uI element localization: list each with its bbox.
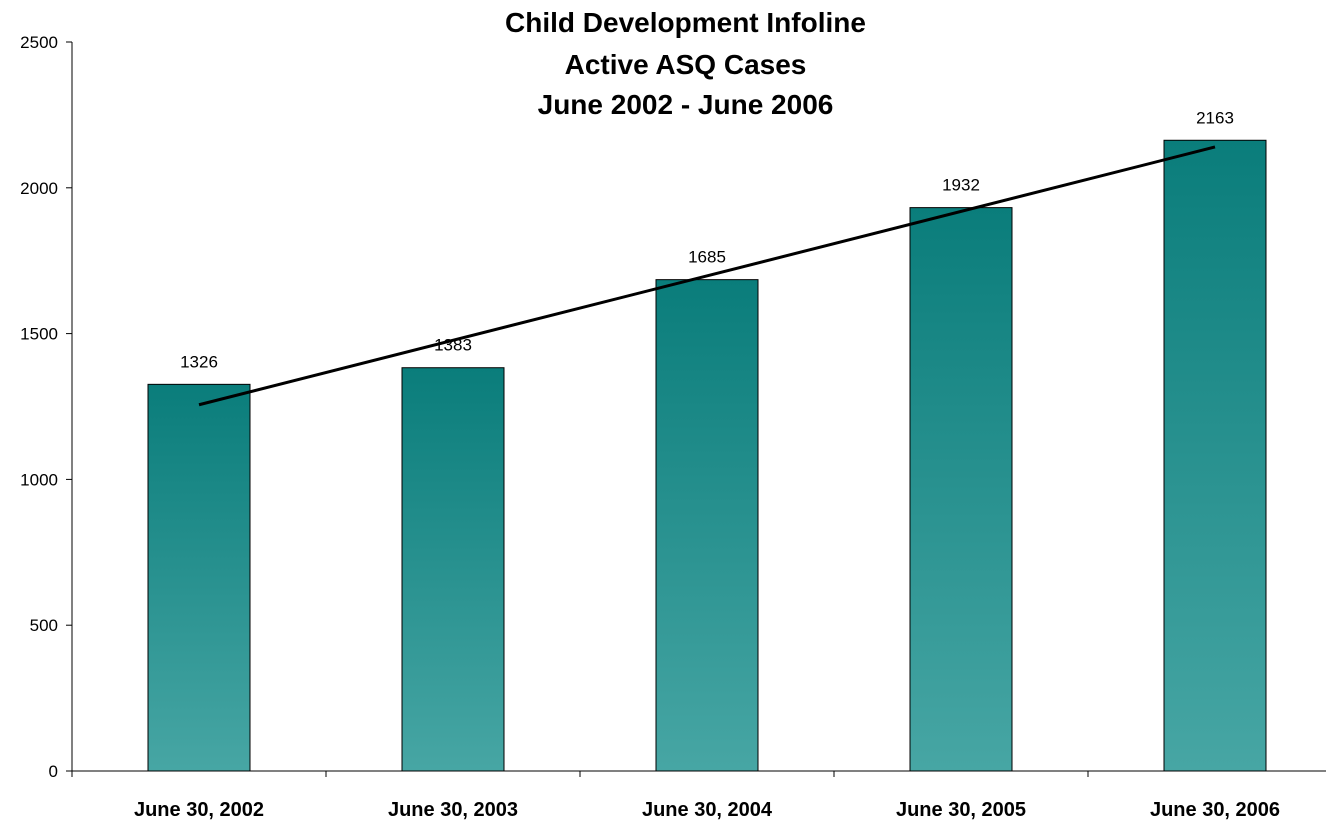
data-label: 1326 <box>180 352 218 371</box>
trendline <box>198 145 1216 407</box>
data-label: 1383 <box>434 336 472 355</box>
data-label: 2163 <box>1196 108 1234 127</box>
bar <box>1163 139 1267 772</box>
data-label: 1685 <box>688 248 726 267</box>
bar <box>909 207 1013 772</box>
y-tick-label: 2000 <box>20 179 58 198</box>
bar <box>655 279 759 772</box>
y-tick-label: 1000 <box>20 470 58 489</box>
x-tick-label: June 30, 2004 <box>642 799 773 821</box>
y-tick-label: 500 <box>30 616 58 635</box>
y-tick-label: 1500 <box>20 325 58 344</box>
chart-title-line-3: June 2002 - June 2006 <box>537 89 834 120</box>
y-tick-label: 0 <box>49 762 58 781</box>
x-tick-label: June 30, 2003 <box>388 799 518 821</box>
data-label: 1932 <box>942 176 980 195</box>
bar <box>401 367 505 772</box>
y-tick-label: 2500 <box>20 33 58 52</box>
x-tick-label: June 30, 2005 <box>896 799 1026 821</box>
x-tick-label: June 30, 2006 <box>1150 799 1280 821</box>
x-tick-label: June 30, 2002 <box>134 799 264 821</box>
bar <box>147 383 251 772</box>
chart-title-line-1: Child Development Infoline <box>505 7 866 38</box>
chart-title-line-2: Active ASQ Cases <box>564 49 807 80</box>
